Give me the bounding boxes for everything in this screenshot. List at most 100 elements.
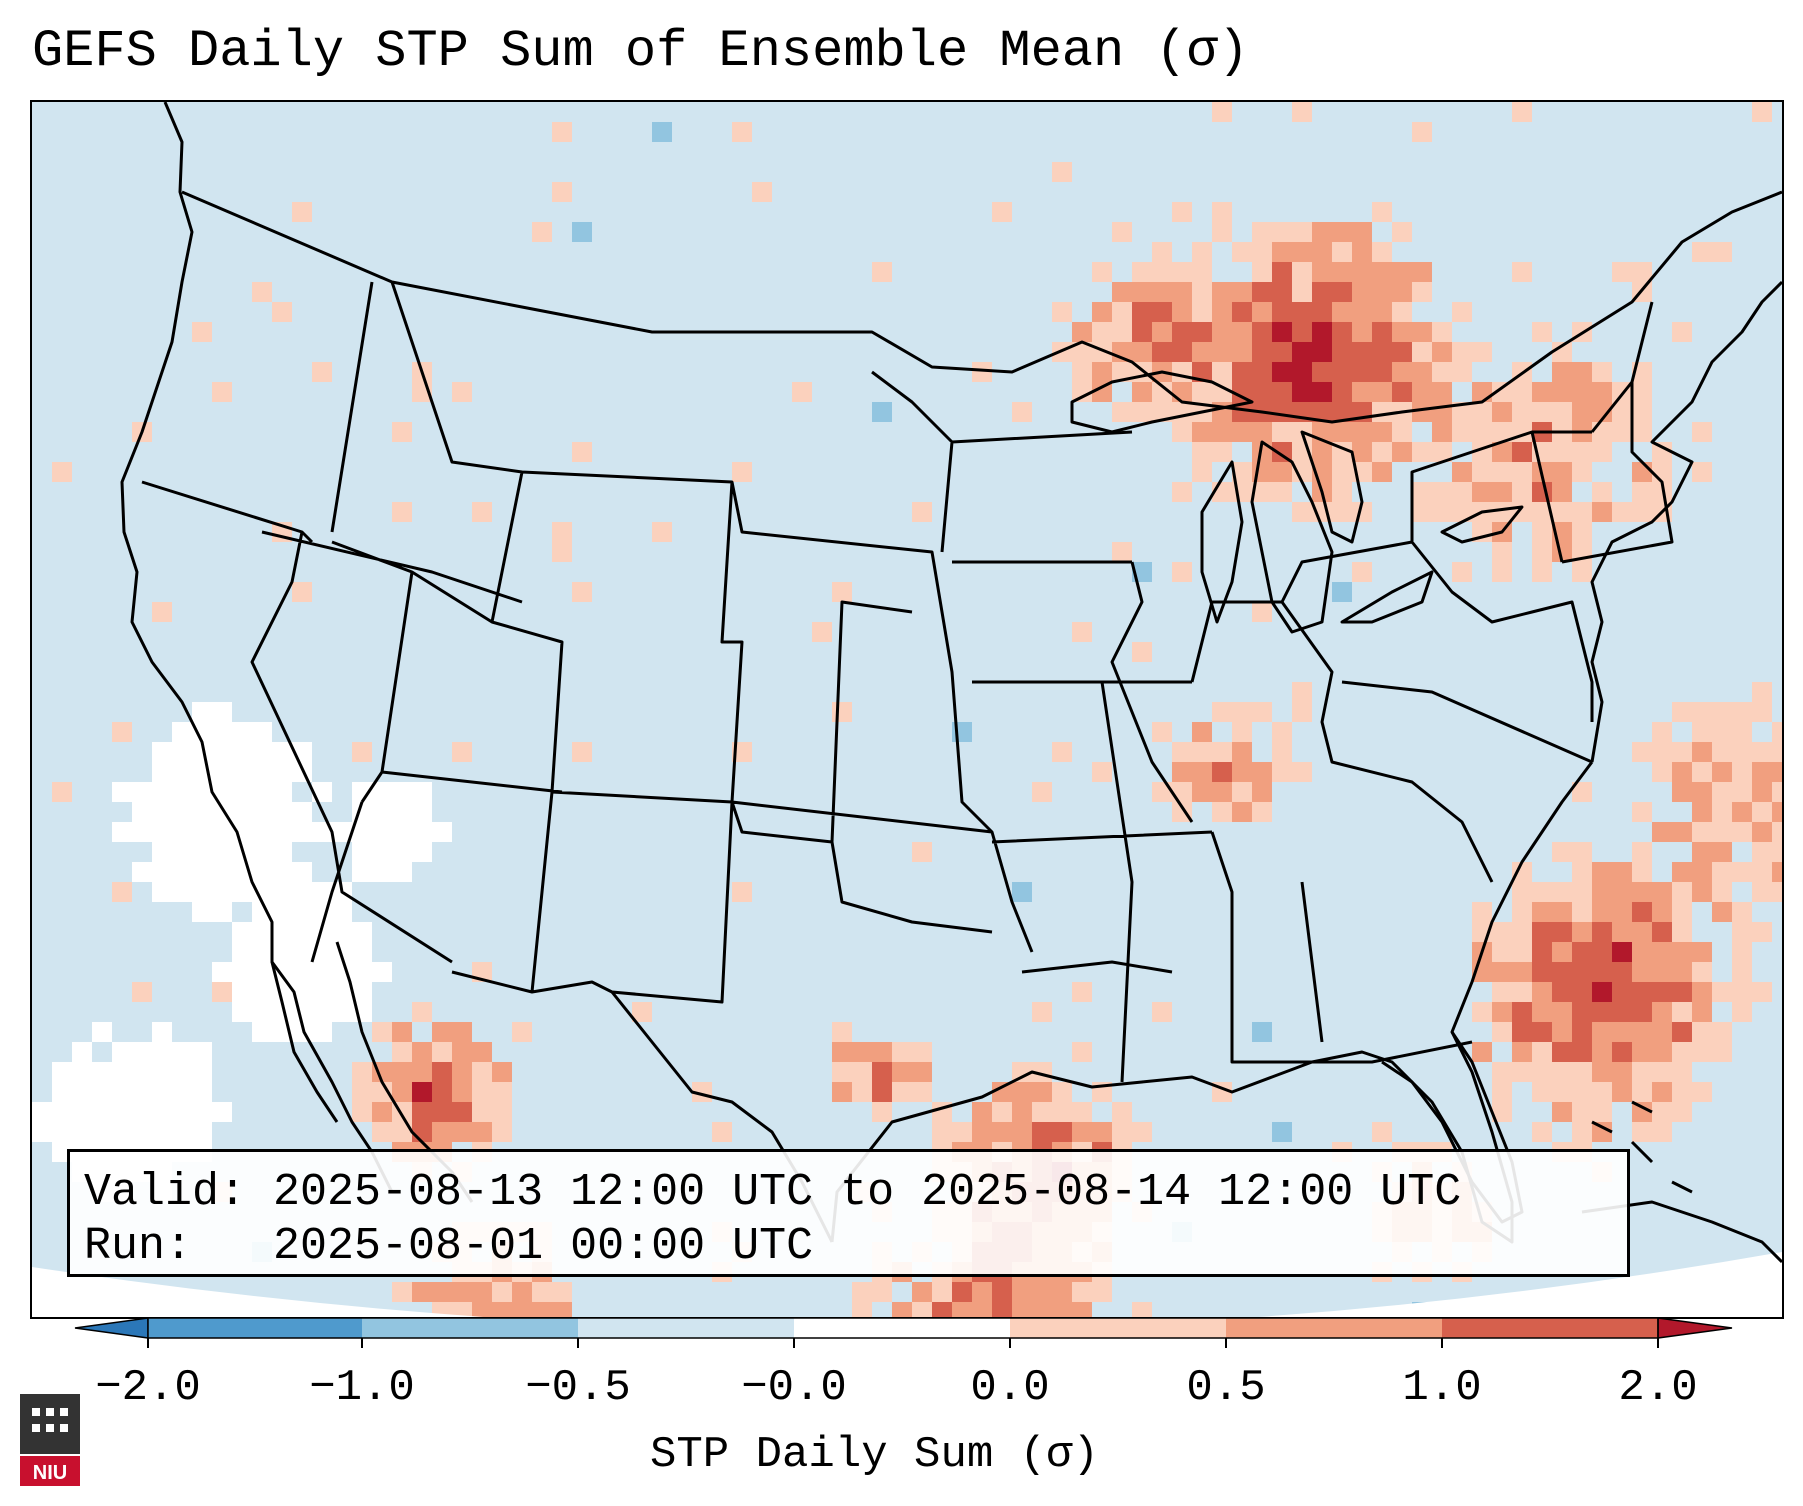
projection-edge — [32, 1252, 1782, 1317]
grid-cell — [1772, 742, 1782, 762]
grid-cell — [1352, 322, 1372, 342]
grid-cell — [432, 1102, 452, 1122]
grid-cell — [492, 1102, 512, 1122]
grid-cell — [392, 1122, 412, 1142]
grid-cell — [1372, 462, 1392, 482]
grid-cell — [1572, 362, 1592, 382]
grid-cell — [272, 302, 292, 322]
grid-cell — [1572, 1062, 1592, 1082]
grid-cell — [292, 882, 312, 902]
grid-cell — [1312, 342, 1332, 362]
grid-cell — [1392, 362, 1412, 382]
grid-cell — [352, 822, 372, 842]
grid-cell — [1352, 362, 1372, 382]
grid-cell — [1352, 342, 1372, 362]
grid-cell — [1532, 962, 1552, 982]
grid-cell — [652, 522, 672, 542]
grid-cell — [1272, 262, 1292, 282]
grid-cell — [1272, 222, 1292, 242]
grid-cell — [1372, 322, 1392, 342]
grid-cell — [1072, 1102, 1092, 1122]
grid-cell — [1332, 502, 1352, 522]
grid-cell — [572, 222, 592, 242]
grid-cell — [1512, 982, 1532, 1002]
grid-cell — [1372, 402, 1392, 422]
grid-cell — [232, 822, 252, 842]
grid-cell — [1272, 342, 1292, 362]
grid-cell — [1372, 282, 1392, 302]
grid-cell — [1312, 402, 1332, 422]
grid-cell — [1772, 722, 1782, 742]
grid-cell — [1292, 362, 1312, 382]
grid-cell — [1752, 922, 1772, 942]
grid-cell — [1452, 462, 1472, 482]
grid-cell — [1712, 782, 1732, 802]
grid-cell — [512, 1282, 532, 1302]
grid-cell — [852, 1302, 872, 1317]
grid-cell — [1132, 1302, 1152, 1317]
grid-cell — [1232, 722, 1252, 742]
grid-cell — [1172, 202, 1192, 222]
grid-cell — [1692, 702, 1712, 722]
grid-cell — [172, 1122, 192, 1142]
grid-cell — [1192, 322, 1212, 342]
grid-cell — [1292, 322, 1312, 342]
grid-cell — [1152, 302, 1172, 322]
grid-cell — [112, 822, 132, 842]
grid-cell — [192, 722, 212, 742]
grid-cell — [1692, 842, 1712, 862]
grid-cell — [352, 1062, 372, 1082]
grid-cell — [1712, 982, 1732, 1002]
grid-cell — [1432, 482, 1452, 502]
grid-cell — [1572, 1122, 1592, 1142]
grid-cell — [1492, 402, 1512, 422]
grid-cell — [1152, 342, 1172, 362]
grid-cell — [1312, 442, 1332, 462]
grid-cell — [1632, 422, 1652, 442]
grid-cell — [1492, 482, 1512, 502]
grid-cell — [1632, 902, 1652, 922]
grid-cell — [912, 1282, 932, 1302]
grid-cell — [1692, 782, 1712, 802]
grid-cell — [312, 822, 332, 842]
grid-cell — [1332, 242, 1352, 262]
grid-cell — [1192, 242, 1212, 262]
grid-cell — [192, 742, 212, 762]
grid-cell — [1092, 762, 1112, 782]
grid-cell — [1092, 322, 1112, 342]
grid-cell — [1532, 902, 1552, 922]
grid-cell — [1272, 242, 1292, 262]
grid-cell — [1532, 322, 1552, 342]
grid-cell — [1752, 782, 1772, 802]
grid-cell — [1092, 302, 1112, 322]
grid-cell — [332, 942, 352, 962]
grid-cell — [1552, 1042, 1572, 1062]
grid-cell — [1412, 362, 1432, 382]
grid-cell — [632, 1002, 652, 1022]
grid-cell — [1552, 1102, 1572, 1122]
grid-cell — [1032, 1102, 1052, 1122]
grid-cell — [232, 982, 252, 1002]
grid-cell — [1292, 762, 1312, 782]
grid-cell — [1732, 922, 1752, 942]
grid-cell — [1232, 742, 1252, 762]
grid-cell — [112, 782, 132, 802]
grid-cell — [1732, 702, 1752, 722]
grid-cell — [472, 1282, 492, 1302]
grid-cell — [1592, 862, 1612, 882]
grid-cell — [1572, 1002, 1592, 1022]
grid-cell — [1332, 582, 1352, 602]
grid-cell — [1512, 482, 1532, 502]
grid-cell — [1152, 722, 1172, 742]
grid-cell — [1592, 422, 1612, 442]
grid-cell — [52, 782, 72, 802]
grid-cell — [1192, 422, 1212, 442]
grid-cell — [1712, 742, 1732, 762]
grid-cell — [252, 742, 272, 762]
grid-cell — [212, 982, 232, 1002]
grid-cell — [1552, 442, 1572, 462]
grid-cell — [1252, 782, 1272, 802]
grid-cell — [1592, 402, 1612, 422]
grid-cell — [492, 1062, 512, 1082]
grid-cell — [1152, 322, 1172, 342]
